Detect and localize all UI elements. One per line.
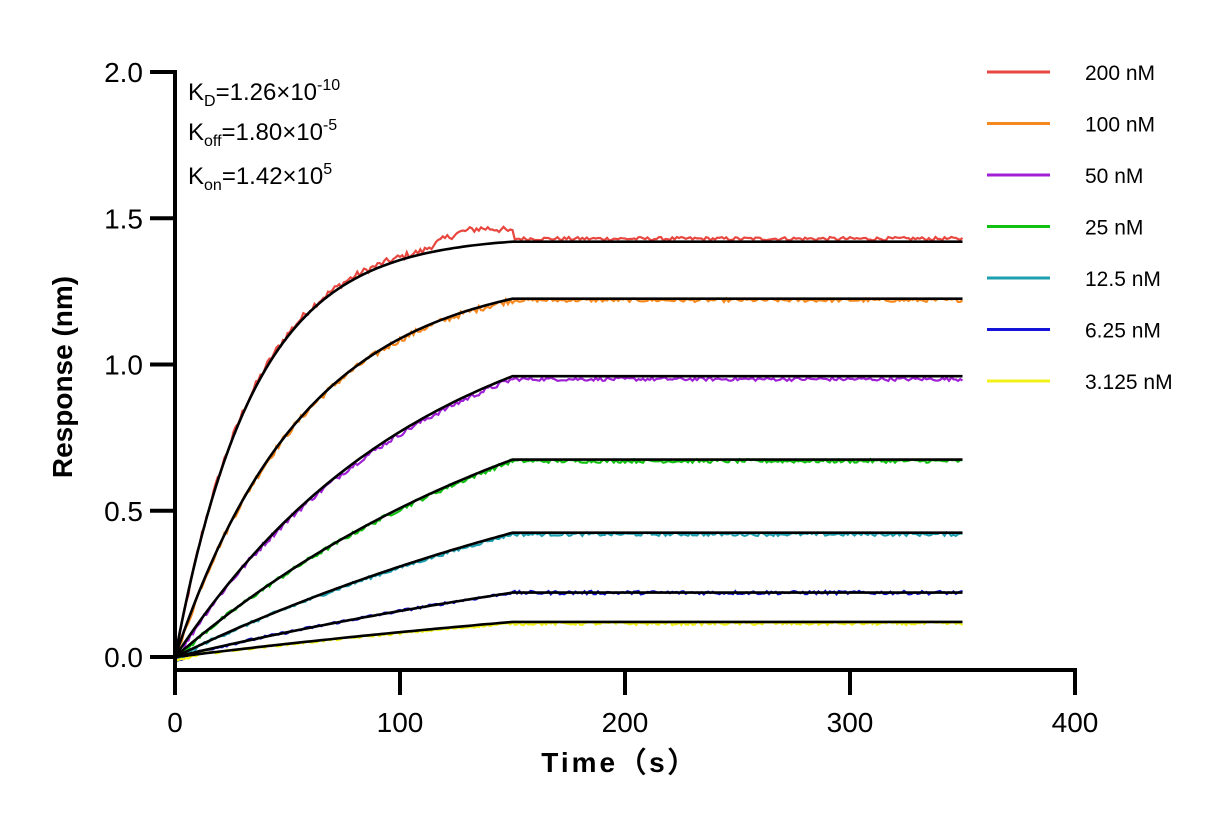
kinetics-annotation: KD=1.26×10-10 Koff=1.80×10-5 Kon=1.42×10… bbox=[188, 77, 340, 194]
legend-label: 25 nM bbox=[1085, 217, 1143, 240]
x-ticks: 0 100 200 300 400 bbox=[167, 670, 1098, 738]
kd-subscript: D bbox=[204, 93, 216, 110]
kon-value: =1.42×10 bbox=[222, 163, 323, 190]
kon-exponent: 5 bbox=[323, 161, 332, 178]
series-line bbox=[174, 619, 964, 662]
kon-annotation: Kon=1.42×105 bbox=[188, 161, 332, 194]
fit-line bbox=[174, 458, 963, 658]
plot-area bbox=[173, 225, 964, 665]
kd-value: =1.26×10 bbox=[216, 79, 317, 106]
fit-line bbox=[173, 297, 963, 658]
legend-label: 12.5 nM bbox=[1085, 268, 1161, 291]
series-line bbox=[174, 530, 963, 662]
fit-line bbox=[174, 620, 963, 659]
fit-line bbox=[173, 374, 963, 658]
koff-symbol: K bbox=[188, 119, 204, 146]
axes bbox=[173, 70, 1077, 672]
legend-label: 6.25 nM bbox=[1085, 320, 1161, 343]
fit-line bbox=[173, 240, 963, 658]
series-line bbox=[173, 296, 964, 665]
y-tick-label: 1.5 bbox=[104, 203, 143, 234]
legend-label: 3.125 nM bbox=[1085, 371, 1173, 394]
y-tick-label: 0.5 bbox=[104, 496, 143, 527]
kd-symbol: K bbox=[188, 79, 204, 106]
y-tick-label: 1.0 bbox=[104, 350, 143, 381]
x-tick-label: 300 bbox=[827, 707, 874, 738]
kon-subscript: on bbox=[204, 177, 222, 194]
koff-subscript: off bbox=[204, 133, 222, 150]
y-axis-title: Response (nm) bbox=[47, 276, 78, 478]
fit-line bbox=[174, 531, 963, 659]
x-tick-label: 200 bbox=[602, 707, 649, 738]
x-tick-label: 0 bbox=[167, 707, 183, 738]
y-tick-label: 2.0 bbox=[104, 57, 143, 88]
series-line bbox=[174, 375, 964, 663]
koff-exponent: -5 bbox=[323, 117, 337, 134]
x-tick-label: 100 bbox=[377, 707, 424, 738]
kd-annotation: KD=1.26×10-10 bbox=[188, 77, 340, 110]
series-line bbox=[174, 589, 963, 664]
legend-label: 200 nM bbox=[1085, 62, 1155, 85]
x-axis-title: Time（s） bbox=[541, 746, 698, 778]
x-tick-label: 400 bbox=[1052, 707, 1099, 738]
koff-annotation: Koff=1.80×10-5 bbox=[188, 117, 337, 150]
series-line bbox=[173, 225, 964, 661]
legend: 200 nM 100 nM 50 nM 25 nM 12.5 nM 6.25 nM 3.12… bbox=[987, 62, 1173, 394]
kd-exponent: -10 bbox=[317, 77, 340, 94]
y-tick-label: 0.0 bbox=[104, 642, 143, 673]
legend-label: 50 nM bbox=[1085, 165, 1143, 188]
y-ticks: 0.0 0.5 1.0 1.5 2.0 bbox=[104, 57, 175, 673]
fit-line bbox=[174, 591, 963, 659]
koff-value: =1.80×10 bbox=[222, 119, 323, 146]
kon-symbol: K bbox=[188, 163, 204, 190]
legend-label: 100 nM bbox=[1085, 114, 1155, 137]
